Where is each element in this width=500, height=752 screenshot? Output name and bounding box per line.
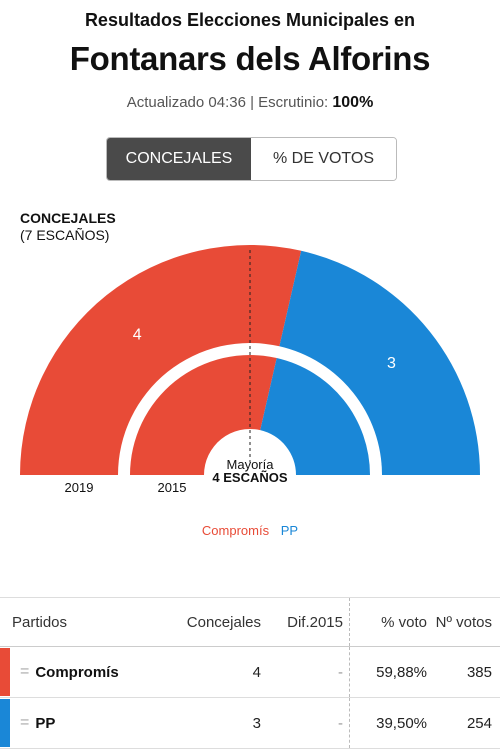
table-row: = Compromís 4 - 59,88% 385 <box>0 646 500 698</box>
equal-icon: = <box>20 714 30 731</box>
party-cell: = Compromís <box>0 646 163 698</box>
inner-ring-year-label: 2015 <box>158 480 187 495</box>
outer-ring-seat-label-pp: 3 <box>387 355 396 372</box>
chart-legend: Compromís PP <box>0 523 500 538</box>
seats-title: CONCEJALES <box>20 210 116 226</box>
party-name: Compromís <box>35 663 119 681</box>
party-name: PP <box>35 714 56 732</box>
col-header-num-votos: Nº votos <box>429 597 500 647</box>
table-header-row: Partidos Concejales Dif.2015 % voto Nº v… <box>0 597 500 647</box>
col-header-partidos: Partidos <box>0 597 163 647</box>
votos-value: 254 <box>429 697 500 749</box>
majority-label: Mayoría <box>227 457 275 472</box>
outer-ring-seat-label-compromís: 4 <box>133 326 142 343</box>
seats-hemicycle-chart: 4 3 Mayoría 4 ESCAÑOS 2019 2015 <box>20 245 480 495</box>
majority-value: 4 ESCAÑOS <box>212 470 287 485</box>
update-status: Actualizado 04:36 | Escrutinio: 100% <box>0 94 500 112</box>
inner-ring-segment-compromís <box>130 355 277 475</box>
view-tabs: CONCEJALES % DE VOTOS <box>106 137 397 181</box>
col-header-pct-voto: % voto <box>349 597 429 647</box>
page-title: Fontanars dels Alforins <box>69 40 431 77</box>
tab-concejales[interactable]: CONCEJALES <box>107 138 251 180</box>
seats-count: (7 ESCAÑOS) <box>20 227 110 243</box>
scrutiny-value: 100% <box>332 94 374 111</box>
concejales-value: 4 <box>163 646 262 698</box>
legend-pp: PP <box>280 523 299 538</box>
tab-porcentaje-votos[interactable]: % DE VOTOS <box>251 138 396 180</box>
inner-ring-segment-pp <box>260 358 370 475</box>
outer-ring-segment-compromís <box>20 245 302 475</box>
update-time: Actualizado 04:36 | Escrutinio: <box>126 94 333 111</box>
results-table: Partidos Concejales Dif.2015 % voto Nº v… <box>0 597 500 749</box>
equal-icon: = <box>20 663 30 680</box>
outer-ring-segment-pp <box>279 250 480 475</box>
dif-value: - <box>262 697 350 749</box>
dif-value: - <box>262 646 350 698</box>
pct-voto-value: 39,50% <box>349 697 429 749</box>
col-header-dif2015: Dif.2015 <box>262 597 350 647</box>
pct-voto-value: 59,88% <box>349 646 429 698</box>
outer-ring-year-label: 2019 <box>65 480 94 495</box>
votos-value: 385 <box>429 646 500 698</box>
seats-heading: CONCEJALES (7 ESCAÑOS) <box>20 210 116 244</box>
party-color-bar <box>0 699 10 747</box>
party-cell: = PP <box>0 697 163 749</box>
concejales-value: 3 <box>163 697 262 749</box>
table-row: = PP 3 - 39,50% 254 <box>0 697 500 749</box>
results-subtitle: Resultados Elecciones Municipales en <box>84 10 416 30</box>
party-color-bar <box>0 648 10 696</box>
legend-compromis: Compromís <box>201 523 270 538</box>
col-header-concejales: Concejales <box>163 597 262 647</box>
